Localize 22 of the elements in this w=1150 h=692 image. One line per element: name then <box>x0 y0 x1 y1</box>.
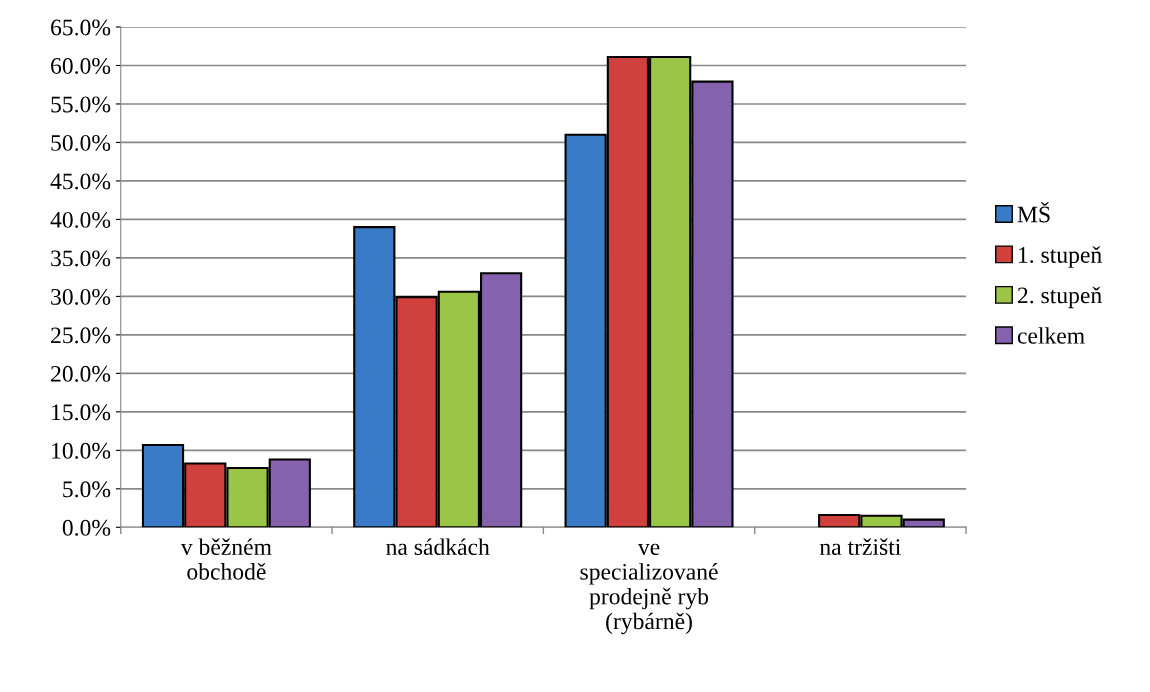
legend-label: 1. stupeň <box>1019 246 1102 268</box>
y-tick-label: 0.0% <box>62 519 111 536</box>
legend-label: celkem <box>1017 327 1085 344</box>
x-tick-label: v běžném obchodě <box>180 538 272 580</box>
legend-label: 2. stupeň <box>1017 286 1102 309</box>
y-tick-label: 55.0% <box>51 96 111 113</box>
y-tick-label: 40.0% <box>50 211 111 228</box>
y-tick-label: 65.0% <box>51 19 111 36</box>
y-tick-label: 10.0% <box>52 442 111 459</box>
y-tick-label: 15.0% <box>52 404 111 421</box>
y-tick-label: 45.0% <box>50 173 111 190</box>
x-tick-label: ve specializované prodejně ryb (rybárně) <box>580 543 718 635</box>
x-tick-label: na tržišti <box>819 538 901 556</box>
x-tick-label: na sádkách <box>386 538 490 556</box>
y-tick-label: 60.0% <box>51 57 111 74</box>
y-tick-label: 25.0% <box>51 327 111 344</box>
y-tick-label: 50.0% <box>51 134 111 151</box>
y-tick-label: 20.0% <box>51 365 111 382</box>
y-tick-label: 30.0% <box>51 288 111 305</box>
legend-label: MŠ <box>1017 202 1050 223</box>
y-tick-label: 35.0% <box>51 250 111 267</box>
y-tick-label: 5.0% <box>63 481 111 498</box>
